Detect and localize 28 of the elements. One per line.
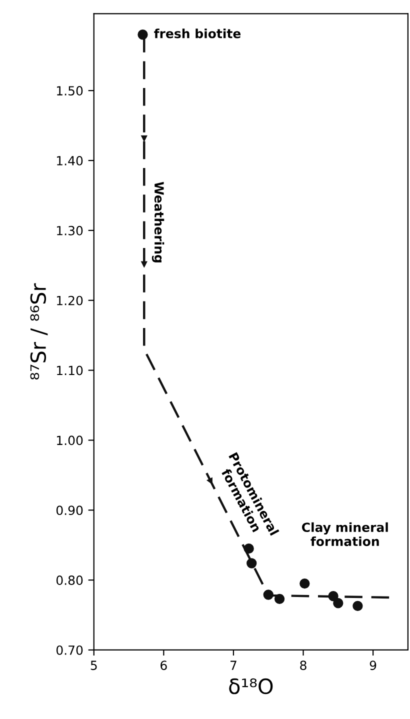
y-tick-label: 0.70 [56, 645, 83, 655]
annotation: fresh biotite [154, 28, 241, 38]
y-tick-label: 0.90 [56, 506, 83, 516]
x-tick-label: 6 [160, 660, 167, 670]
point [263, 590, 274, 600]
point [328, 591, 338, 602]
point [333, 598, 344, 608]
point [274, 594, 285, 604]
point [300, 578, 310, 589]
y-tick-label: 1.30 [57, 226, 83, 236]
point [352, 600, 363, 612]
y-tick-label: 1.40 [57, 156, 83, 166]
y-axis-title: ⁸⁷Sr / ⁸⁶Sr [30, 283, 48, 380]
y-tick-label: 1.50 [57, 86, 83, 96]
x-tick-label: 7 [230, 660, 236, 670]
x-tick-label: 9 [370, 660, 376, 670]
point [244, 544, 254, 554]
x-tick-label: 5 [90, 660, 97, 670]
point [138, 30, 148, 40]
annotation: Clay mineral formation [302, 522, 388, 546]
x-tick-label: 8 [300, 660, 306, 670]
point [246, 558, 257, 568]
y-tick-label: 1.10 [57, 366, 83, 376]
y-tick-label: 1.20 [57, 296, 83, 306]
annotation: Weathering [152, 182, 164, 262]
x-axis-title: δ¹⁸O [229, 678, 273, 694]
y-tick-label: 1.00 [57, 436, 83, 446]
y-tick-label: 0.80 [56, 576, 83, 585]
